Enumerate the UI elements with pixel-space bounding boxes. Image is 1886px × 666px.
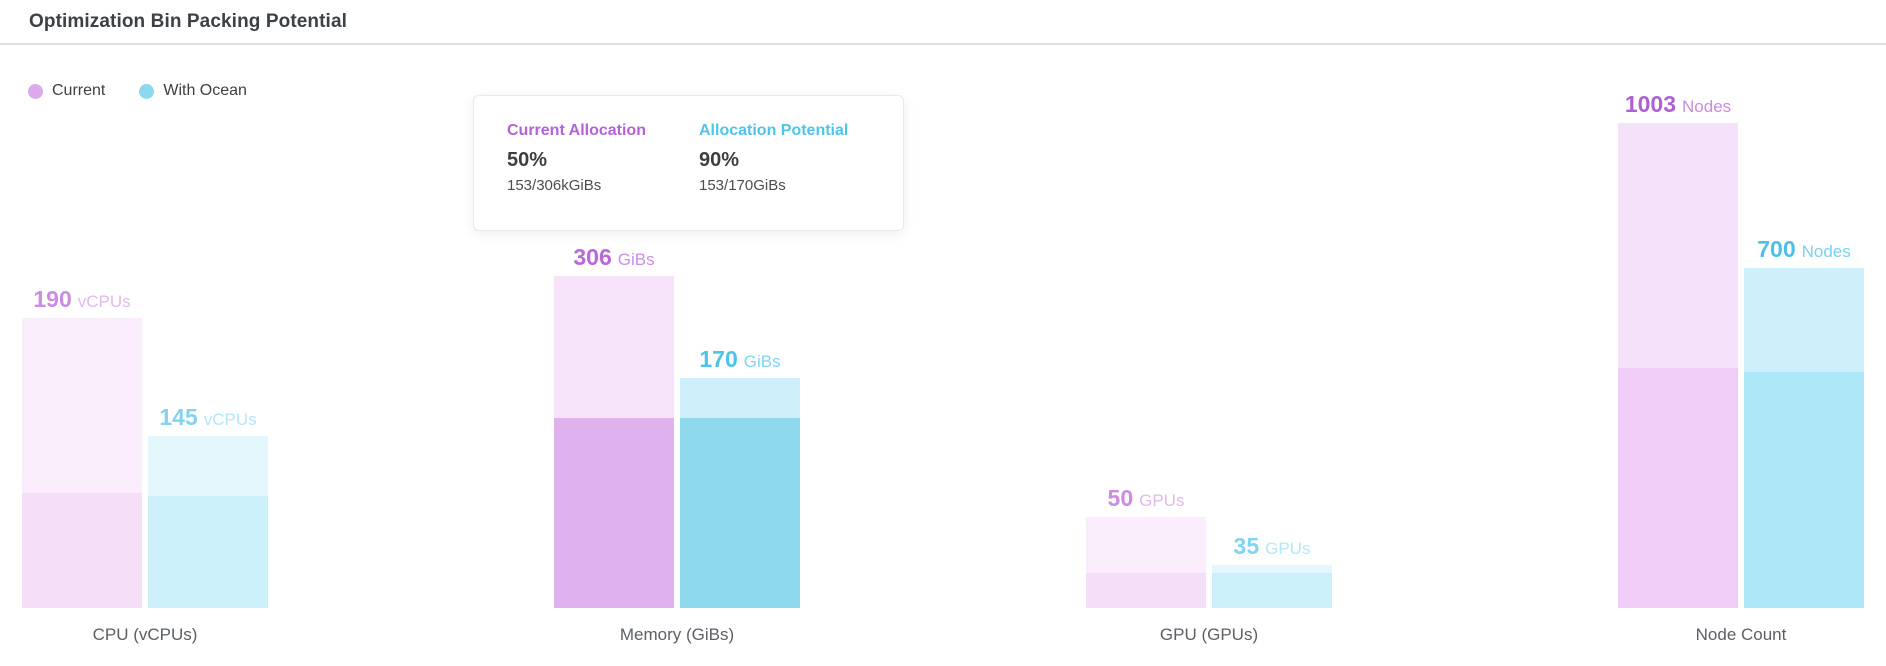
bar-unit: vCPUs — [77, 292, 131, 311]
tooltip-heading: Allocation Potential — [699, 122, 849, 139]
legend-item-label: Current — [52, 82, 106, 99]
bar-value: 50 — [1107, 485, 1134, 511]
current-series-dot-icon — [28, 83, 43, 99]
tooltip-heading: Current Allocation — [507, 122, 646, 139]
bar-value: 145 — [159, 404, 198, 430]
bar-current-nodes[interactable] — [1618, 123, 1738, 608]
bar-current-memory[interactable] — [554, 276, 674, 608]
chart-tooltip: Current Allocation 50% 153/306kGiBs Allo… — [473, 95, 904, 231]
bar-value: 1003 — [1624, 91, 1677, 117]
legend-item-label: With Ocean — [163, 82, 247, 99]
panel-header: Optimization Bin Packing Potential — [0, 0, 1886, 44]
bar-current-gpu[interactable] — [1086, 517, 1206, 608]
tooltip-allocation-potential-column: Allocation Potential 90% 153/170GiBs — [699, 122, 891, 230]
bar-value-label-with-ocean-memory: 170 GiBs — [699, 346, 780, 373]
tooltip-detail: 153/170GiBs — [699, 177, 786, 194]
legend: Current With Ocean — [28, 82, 247, 100]
legend-item-current[interactable]: Current — [28, 82, 105, 100]
bar-current-cpu[interactable] — [22, 318, 142, 608]
bar-value-label-current-gpu: 50 GPUs — [1108, 485, 1185, 512]
category-label-gpu: GPU (GPUs) — [1159, 625, 1259, 644]
bar-unit: GPUs — [1265, 539, 1311, 558]
bar-value-label-with-ocean-gpu: 35 GPUs — [1234, 533, 1311, 560]
bar-allocated-segment-with-ocean-cpu — [148, 496, 268, 608]
category-label-memory: Memory (GiBs) — [619, 625, 735, 644]
bar-allocated-segment-with-ocean-nodes — [1744, 372, 1864, 608]
tooltip-current-allocation-column: Current Allocation 50% 153/306kGiBs — [507, 122, 699, 230]
bar-with-ocean-memory[interactable] — [680, 378, 800, 608]
category-label-nodes: Node Count — [1695, 625, 1787, 644]
bar-allocated-segment-current-nodes — [1618, 368, 1738, 608]
bar-value-label-current-nodes: 1003 Nodes — [1625, 91, 1731, 118]
bar-value-label-with-ocean-cpu: 145 vCPUs — [159, 404, 256, 431]
legend-item-with-ocean[interactable]: With Ocean — [139, 82, 247, 100]
bar-value: 35 — [1233, 533, 1260, 559]
header-divider — [0, 43, 1886, 45]
bar-allocated-segment-with-ocean-memory — [680, 418, 800, 608]
tooltip-detail: 153/306kGiBs — [507, 177, 602, 194]
bar-allocated-segment-current-gpu — [1086, 573, 1206, 608]
bar-allocated-segment-current-memory — [554, 418, 674, 608]
tooltip-value: 90% — [699, 149, 740, 171]
bar-allocated-segment-current-cpu — [22, 493, 142, 608]
bar-value: 700 — [1757, 236, 1796, 262]
bar-unit: GiBs — [617, 250, 655, 269]
bar-unit: Nodes — [1801, 242, 1851, 261]
bar-with-ocean-gpu[interactable] — [1212, 565, 1332, 608]
bar-value: 170 — [699, 346, 738, 372]
category-label-cpu: CPU (vCPUs) — [92, 625, 198, 644]
panel-title: Optimization Bin Packing Potential — [29, 11, 347, 32]
tooltip-value: 50% — [507, 149, 548, 171]
bar-value-label-with-ocean-nodes: 700 Nodes — [1757, 236, 1851, 263]
bar-unit: Nodes — [1682, 97, 1732, 116]
bar-value: 306 — [573, 244, 612, 270]
bar-value-label-current-cpu: 190 vCPUs — [33, 286, 130, 313]
bar-with-ocean-nodes[interactable] — [1744, 268, 1864, 608]
with-ocean-series-dot-icon — [139, 83, 155, 99]
bar-value-label-current-memory: 306 GiBs — [573, 244, 654, 271]
bar-unit: GPUs — [1139, 491, 1185, 510]
bar-with-ocean-cpu[interactable] — [148, 436, 268, 608]
bar-unit: GiBs — [743, 352, 781, 371]
bar-allocated-segment-with-ocean-gpu — [1212, 573, 1332, 608]
bar-unit: vCPUs — [203, 410, 257, 429]
bar-value: 190 — [33, 286, 72, 312]
